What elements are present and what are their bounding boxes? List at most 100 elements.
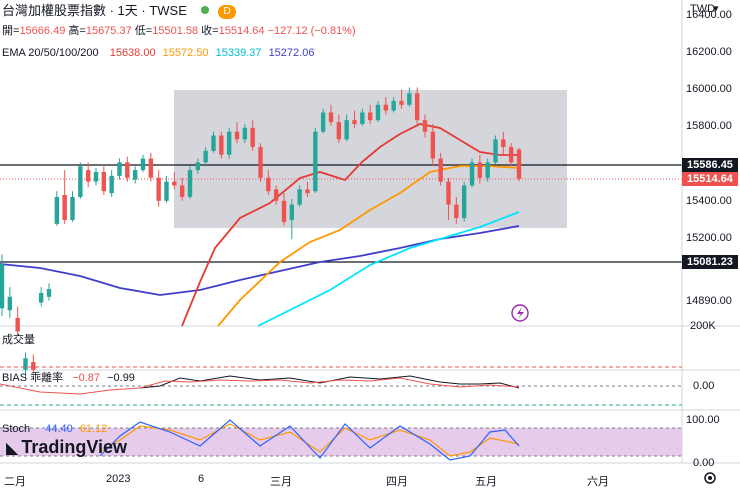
volume-axis-tick: 200K xyxy=(690,320,716,332)
candle-body[interactable] xyxy=(15,317,20,332)
candle-body[interactable] xyxy=(54,196,60,224)
candle-body[interactable] xyxy=(430,131,436,159)
ema20-line[interactable] xyxy=(181,123,519,327)
time-tick: 2023 xyxy=(106,473,131,485)
market-status-icon xyxy=(200,6,209,14)
candle-body[interactable] xyxy=(391,100,396,111)
candle-body[interactable] xyxy=(109,175,114,194)
candle-body[interactable] xyxy=(164,181,169,201)
stoch-d-value: 61.12 xyxy=(79,423,108,435)
ema100-line[interactable] xyxy=(257,211,520,327)
candle-body[interactable] xyxy=(219,135,224,155)
candle-body[interactable] xyxy=(234,131,240,140)
candle-body[interactable] xyxy=(0,264,5,309)
ema-legend[interactable]: EMA 20/50/100/200 15638.00 15572.50 1533… xyxy=(2,46,314,60)
candle-body[interactable] xyxy=(454,204,459,219)
bias-line-2[interactable] xyxy=(0,377,520,395)
candle-body[interactable] xyxy=(414,93,420,121)
candle-body[interactable] xyxy=(258,147,263,178)
candle-body[interactable] xyxy=(117,162,122,176)
lightning-icon[interactable] xyxy=(511,304,529,322)
candle-body[interactable] xyxy=(508,147,514,163)
candle-body[interactable] xyxy=(407,93,412,105)
candle-body[interactable] xyxy=(375,104,381,121)
candle-body[interactable] xyxy=(23,358,28,370)
candle-body[interactable] xyxy=(38,292,44,303)
candle-body[interactable] xyxy=(125,162,130,178)
candle-body[interactable] xyxy=(344,120,349,140)
currency-label[interactable]: TWD xyxy=(690,3,716,15)
candle-body[interactable] xyxy=(320,112,326,132)
candle-body[interactable] xyxy=(328,112,334,123)
candle-body[interactable] xyxy=(85,170,91,182)
candle-body[interactable] xyxy=(352,120,357,124)
volume-pane-label[interactable]: 成交量 xyxy=(2,334,35,346)
candle-body[interactable] xyxy=(93,171,99,182)
candle-body[interactable] xyxy=(422,120,428,132)
chevron-down-icon[interactable]: ▾ xyxy=(713,3,719,15)
candle-body[interactable] xyxy=(203,150,208,163)
candle-body[interactable] xyxy=(399,100,404,105)
last-price-tag[interactable]: 15514.64 xyxy=(682,172,738,186)
candle-body[interactable] xyxy=(101,171,107,192)
symbol-title[interactable]: 台灣加權股票指數 · 1天 · TWSE xyxy=(2,3,187,18)
candle-body[interactable] xyxy=(383,104,389,111)
candle-body[interactable] xyxy=(289,204,295,220)
candle-body[interactable] xyxy=(132,170,138,180)
candle-body[interactable] xyxy=(281,200,287,222)
tradingview-logo[interactable]: ◣ TradingView xyxy=(6,437,127,458)
candle-body[interactable] xyxy=(501,139,506,148)
candle-body[interactable] xyxy=(187,170,193,197)
bias-pane-legend[interactable]: BIAS 乖離率 −0.87 −0.99 xyxy=(2,371,135,385)
ema20-value: 15638.00 xyxy=(109,47,156,59)
stoch-label[interactable]: Stoch xyxy=(2,423,31,435)
candle-body[interactable] xyxy=(156,177,161,201)
candle-body[interactable] xyxy=(195,162,201,171)
ema-label[interactable]: EMA 20/50/100/200 xyxy=(2,47,99,59)
gear-icon[interactable] xyxy=(704,472,716,484)
candle-body[interactable] xyxy=(31,362,36,370)
candle-body[interactable] xyxy=(336,122,342,140)
candle-body[interactable] xyxy=(242,127,248,140)
stoch-k-line[interactable] xyxy=(99,419,520,461)
bias-label[interactable]: BIAS 乖離率 xyxy=(2,372,64,384)
candle-body[interactable] xyxy=(179,185,185,197)
candle-body[interactable] xyxy=(7,296,13,311)
resistance-price-tag[interactable]: 15586.45 xyxy=(682,158,738,172)
candle-body[interactable] xyxy=(313,131,318,192)
candle-body[interactable] xyxy=(46,289,52,297)
candle-body[interactable] xyxy=(305,189,310,194)
candle-body[interactable] xyxy=(297,189,302,205)
candle-body[interactable] xyxy=(477,162,483,178)
candle-body[interactable] xyxy=(140,158,146,171)
candle-body[interactable] xyxy=(70,196,75,220)
candle-body[interactable] xyxy=(62,195,67,220)
candlestick-series[interactable] xyxy=(0,87,522,378)
header-title[interactable]: 台灣加權股票指數 · 1天 · TWSE D xyxy=(2,2,237,20)
ema200-line[interactable] xyxy=(0,225,520,296)
candle-body[interactable] xyxy=(226,131,232,155)
candle-body[interactable] xyxy=(78,166,83,197)
candle-body[interactable] xyxy=(485,162,490,178)
candle-body[interactable] xyxy=(266,177,271,192)
candle-body[interactable] xyxy=(493,139,498,163)
candle-body[interactable] xyxy=(250,127,255,148)
support-price-tag[interactable]: 15081.23 xyxy=(682,255,738,269)
low-label: 低= xyxy=(134,25,153,37)
candle-body[interactable] xyxy=(438,158,443,182)
candle-body[interactable] xyxy=(469,162,475,186)
candle-body[interactable] xyxy=(172,181,177,186)
candle-body[interactable] xyxy=(273,189,279,201)
interval-badge[interactable]: D xyxy=(218,5,237,19)
candle-body[interactable] xyxy=(461,185,467,219)
time-tick: 五月 xyxy=(475,476,497,488)
stoch-pane-legend[interactable]: Stoch 44.40 61.12 xyxy=(2,422,107,436)
candle-body[interactable] xyxy=(211,135,216,151)
candle-body[interactable] xyxy=(148,158,154,178)
candle-body[interactable] xyxy=(516,149,522,179)
candle-body[interactable] xyxy=(446,181,451,205)
candle-body[interactable] xyxy=(367,112,373,121)
candle-body[interactable] xyxy=(360,112,365,124)
